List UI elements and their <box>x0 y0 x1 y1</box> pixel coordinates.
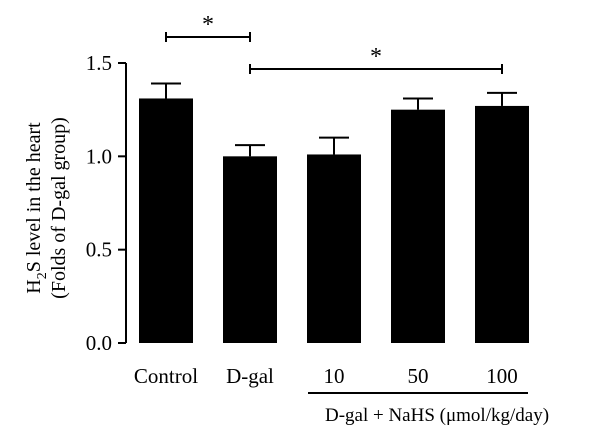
y-axis-title: H2S level in the heart (Folds of D-gal g… <box>23 117 70 299</box>
bar <box>139 98 193 343</box>
group-label: D-gal + NaHS (μmol/kg/day) <box>325 405 549 426</box>
y-tick-label: 0.5 <box>86 238 112 262</box>
y-tick-label: 1.0 <box>86 144 112 168</box>
y-tick-label: 1.5 <box>86 51 112 75</box>
significance-star: * <box>370 44 382 70</box>
x-category-label: 100 <box>486 364 518 388</box>
bar <box>391 109 445 344</box>
bar <box>223 156 277 343</box>
x-category-label: 10 <box>324 364 345 388</box>
y-axis-title-line-1: H2S level in the heart <box>23 122 50 294</box>
plot-area: 0.0 0.5 1.0 1.5 Control D-gal 10 50 100 D-gal + N… <box>86 12 549 426</box>
x-category-label: D-gal <box>226 364 274 388</box>
significance-star: * <box>202 12 214 38</box>
bar <box>307 154 361 343</box>
x-category-label: 50 <box>408 364 429 388</box>
x-category-label: Control <box>134 364 198 388</box>
y-tick-label: 0.0 <box>86 331 112 355</box>
y-axis-title-line-2: (Folds of D-gal group) <box>48 117 70 299</box>
bar <box>475 105 529 343</box>
